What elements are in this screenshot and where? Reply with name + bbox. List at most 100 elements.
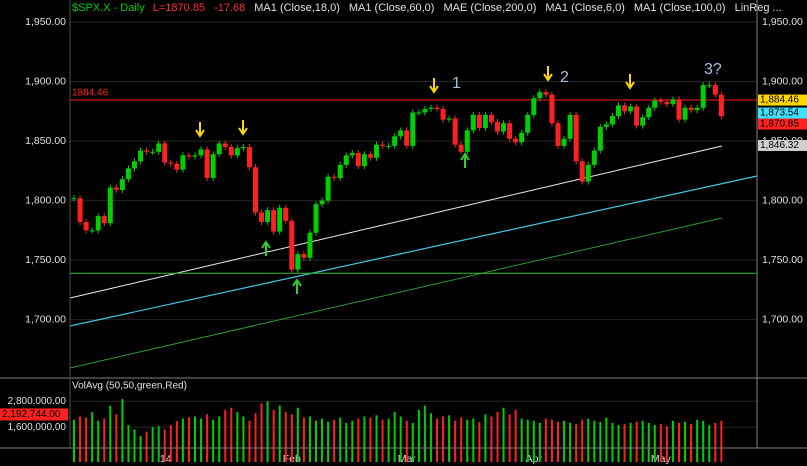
candle [531,98,537,115]
volume-bar [351,420,354,462]
volume-bar [230,407,233,462]
volume-bar [436,418,438,462]
volume-bar [260,403,263,462]
volume-bar [411,422,414,462]
volume-bar [684,421,687,462]
candle [234,148,240,156]
y-tick-label: 1,900.00 [762,75,803,87]
volume-bar [248,420,251,462]
candle [404,130,410,146]
volume-bar [163,429,166,462]
volume-bar [629,422,632,462]
arrows [261,152,470,294]
y-tick-label: 1,850.00 [25,135,66,147]
volume-bar [175,420,178,462]
volume-bar [605,417,608,462]
candle [228,147,234,156]
header-item: MA1 (Close,60,0) [349,2,435,14]
price-tag [758,107,807,119]
volume-bar [206,414,209,462]
price-tag [758,94,807,106]
volume-bar [327,421,330,462]
candle [89,230,95,232]
candle [470,114,476,131]
arrow [460,152,470,168]
volume-bar [109,405,112,462]
candle [168,162,174,164]
volume-bar [550,419,553,462]
candle [277,207,283,232]
candle [319,200,325,205]
candle [301,254,307,258]
volume-bar [635,421,638,462]
candle [77,198,83,223]
candle [349,152,355,156]
volume-bar [145,431,148,462]
candle [525,114,531,133]
y-tick-label: 2,800,000.00 [8,396,67,407]
candle [495,122,500,132]
candle [95,216,101,231]
candle [367,154,373,158]
volume-tag-label: 2,192,744.00 [2,409,61,420]
arrow [238,120,248,136]
candle [156,143,162,152]
candle [416,112,422,114]
candle [434,107,440,109]
volume-bar [690,424,693,462]
candle [355,152,361,167]
candle [664,101,670,105]
candle [585,164,591,182]
volume-bar [278,405,281,462]
volume-bar [363,416,366,462]
candle [597,126,603,151]
candle [446,118,452,120]
candle [555,123,561,146]
candle [628,106,634,112]
volume-bar [478,421,481,462]
candle [549,94,555,124]
y-tick-label: 1,750.00 [762,254,803,266]
volume-bar [508,414,511,462]
arrow [429,78,439,94]
volume-bar [333,419,336,462]
header-item: MA1 (Close,18,0) [254,2,340,14]
volume-bar [417,409,420,462]
volume-bar [224,409,227,462]
volume-bar [121,399,124,462]
candle [712,85,718,95]
volume-bar [169,425,172,462]
candle [646,107,652,118]
volume-bar [242,416,245,462]
y-tick-label: 1,750.00 [25,254,66,266]
volume-bar [187,417,190,462]
candle [567,114,573,139]
volume-bar [514,409,517,462]
candle [331,176,337,178]
candle [688,107,694,111]
volume-bar [484,414,487,462]
header-item: -17.68 [214,2,245,14]
trend-line [69,175,758,327]
candle [464,130,470,152]
header-item: LinReg ... [735,2,782,14]
candle [246,147,252,168]
volume-bar [393,412,396,462]
volume-bar [653,425,656,462]
volume-bar [369,417,372,462]
candle [144,150,150,152]
price-tag [758,118,807,130]
candle [410,112,416,146]
volume-bar [127,425,130,462]
annotation: 3? [704,61,722,78]
candle [700,85,706,108]
volume-bar [442,416,445,462]
candle [150,151,156,153]
volume-bar [714,422,717,462]
candle [573,114,579,162]
candle [476,114,482,128]
arrow [261,240,271,256]
volume-bar [79,416,82,462]
header: $SPX.X - Daily L=1870.85 -17.68 MA1 (Close… [72,2,782,14]
candle [609,116,615,125]
